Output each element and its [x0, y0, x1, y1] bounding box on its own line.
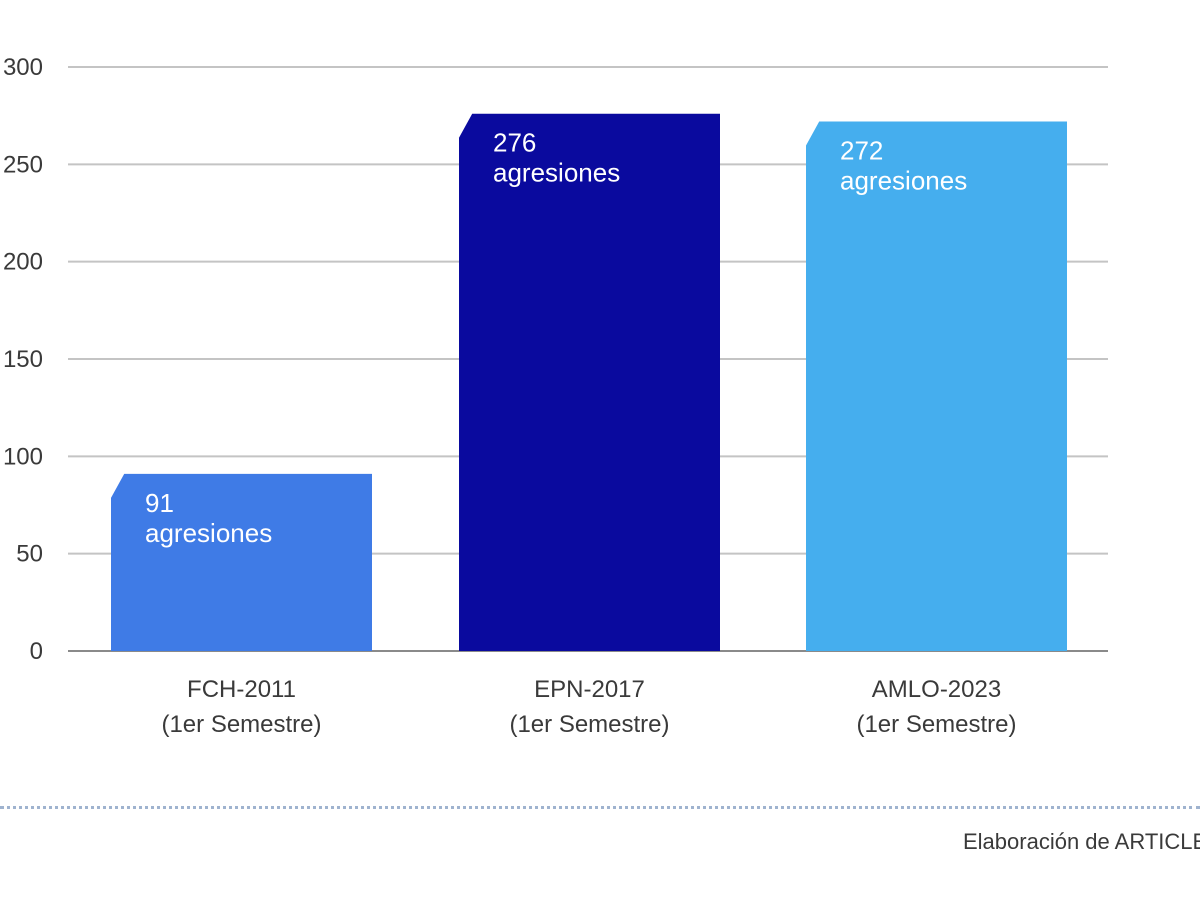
y-tick-label: 100	[3, 443, 43, 470]
dotted-divider	[0, 806, 1200, 809]
bar-unit-label: agresiones	[840, 166, 967, 196]
y-tick-label: 200	[3, 249, 43, 276]
y-tick-label: 300	[3, 54, 43, 81]
x-category-sublabel: (1er Semestre)	[161, 711, 321, 738]
bar-value-label: 91	[145, 488, 174, 518]
bar-unit-label: agresiones	[493, 158, 620, 188]
y-tick-label: 150	[3, 346, 43, 373]
bar-value-label: 272	[840, 136, 883, 166]
x-category-sublabel: (1er Semestre)	[856, 711, 1016, 738]
y-tick-label: 0	[30, 638, 43, 665]
x-category-label: AMLO-2023	[872, 676, 1001, 703]
bar-3	[806, 121, 1067, 652]
x-category-label: FCH-2011	[187, 676, 296, 703]
bar-unit-label: agresiones	[145, 518, 272, 548]
source-note: Elaboración de ARTICLE 19	[963, 829, 1200, 854]
x-category-label: EPN-2017	[534, 676, 645, 703]
bar-value-label: 276	[493, 128, 536, 158]
x-category-sublabel: (1er Semestre)	[509, 711, 669, 738]
bar-2	[459, 113, 720, 652]
y-tick-label: 50	[16, 541, 43, 568]
y-tick-label: 250	[3, 151, 43, 178]
bar-1	[111, 473, 372, 651]
